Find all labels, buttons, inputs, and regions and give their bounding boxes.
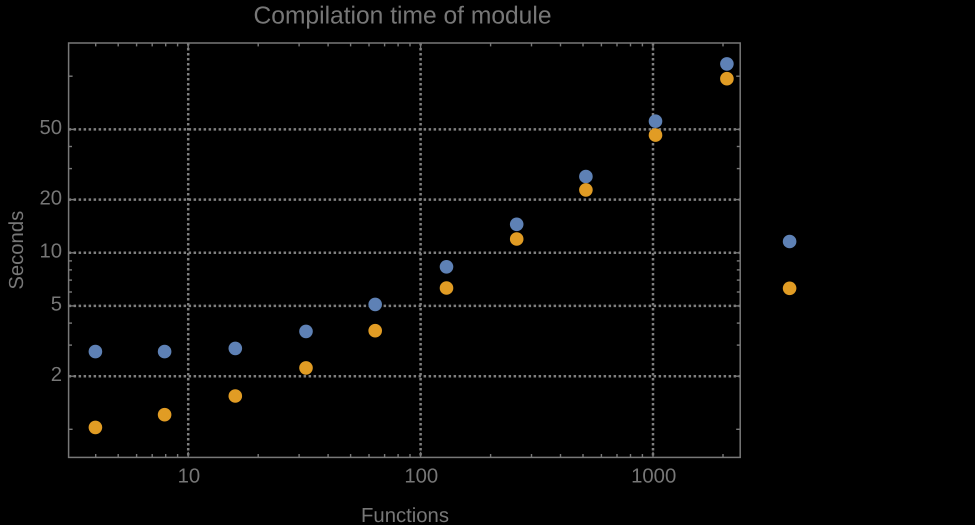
svg-text:1000: 1000 [631, 466, 676, 488]
svg-text:20: 20 [39, 187, 62, 209]
svg-text:10: 10 [178, 466, 201, 488]
svg-text:Functions: Functions [361, 505, 449, 525]
svg-text:Compilation time of module: Compilation time of module [254, 3, 552, 30]
svg-text:50: 50 [39, 117, 62, 139]
svg-text:Seconds: Seconds [6, 211, 28, 290]
svg-text:100: 100 [404, 466, 438, 488]
svg-text:2: 2 [51, 364, 62, 386]
svg-text:10: 10 [39, 241, 62, 263]
svg-text:5: 5 [51, 294, 62, 316]
